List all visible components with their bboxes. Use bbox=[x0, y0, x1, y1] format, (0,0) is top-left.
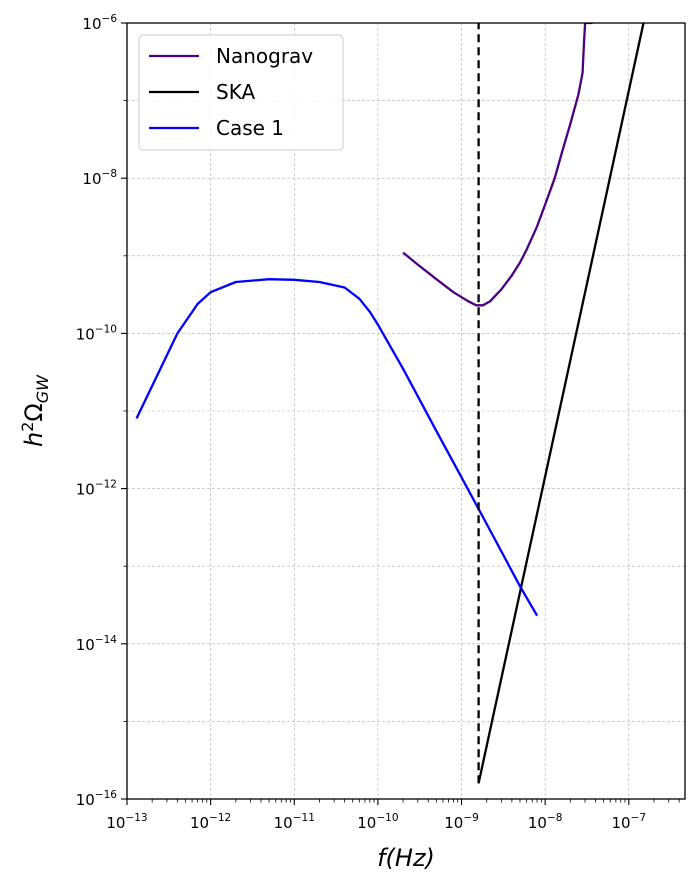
series-line-ska bbox=[477, 23, 645, 784]
series-line-case-1 bbox=[135, 278, 539, 617]
x-tick-label: 10−7 bbox=[612, 812, 647, 832]
y-tick-label: 10−8 bbox=[82, 168, 117, 188]
legend: Nanograv SKA Case 1 bbox=[138, 34, 344, 151]
legend-box bbox=[138, 34, 344, 151]
legend-label-ska: SKA bbox=[216, 80, 255, 104]
x-tick-label: 10−12 bbox=[190, 812, 231, 832]
series-line-nanograv bbox=[402, 23, 593, 307]
series-layer bbox=[135, 23, 645, 784]
y-tick-label: 10−12 bbox=[76, 479, 117, 499]
x-tick-label: 10−13 bbox=[106, 812, 147, 832]
legend-label-nanograv: Nanograv bbox=[216, 44, 313, 68]
y-tick-label: 10−10 bbox=[76, 323, 117, 343]
y-tick-label: 10−6 bbox=[82, 13, 117, 33]
ticks: 10−13 10−12 10−11 10−10 10−9 10−8 10−7 10−16 10−… bbox=[76, 13, 680, 832]
x-tick-label: 10−9 bbox=[444, 812, 479, 832]
y-tick-label: 10−16 bbox=[76, 789, 118, 809]
y-axis-label: h2ΩGW bbox=[18, 374, 52, 447]
y-tick-label: 10−14 bbox=[76, 634, 118, 654]
x-axis-label: f(Hz) bbox=[377, 844, 435, 872]
legend-label-case-1: Case 1 bbox=[216, 116, 284, 140]
x-tick-label: 10−8 bbox=[528, 812, 563, 832]
x-tick-label: 10−11 bbox=[274, 812, 315, 832]
x-tick-label: 10−10 bbox=[357, 812, 398, 832]
